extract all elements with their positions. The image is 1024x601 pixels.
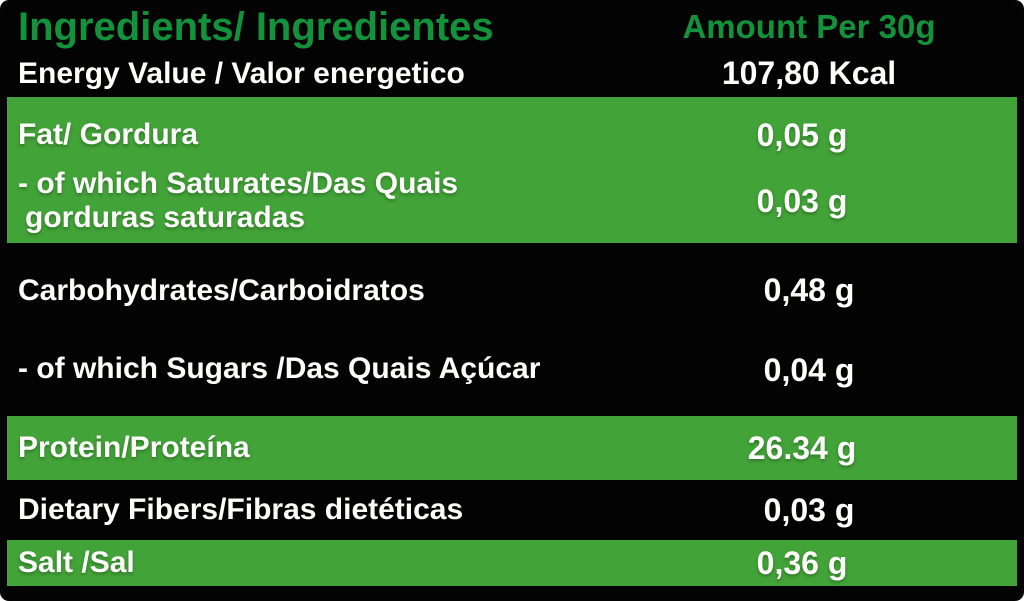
protein-band: Protein/Proteína 26.34 g: [7, 416, 1017, 480]
row-carbohydrates: Carbohydrates/Carboidratos 0,48 g: [0, 243, 1024, 338]
row-protein: Protein/Proteína 26.34 g: [7, 416, 1017, 480]
energy-value: 107,80 Kcal: [721, 55, 897, 91]
row-salt: Salt /Sal 0,36 g: [7, 540, 1017, 586]
carbohydrates-value: 0,48 g: [763, 272, 855, 308]
row-saturates: - of which Saturates/Das Quais gorduras …: [7, 159, 1017, 243]
salt-value: 0,36 g: [756, 544, 848, 581]
sugars-value: 0,04 g: [763, 352, 855, 388]
fibers-label: Dietary Fibers/Fibras dietéticas: [18, 493, 464, 526]
fibers-value: 0,03 g: [763, 491, 855, 528]
sugars-label: - of which Sugars /Das Quais Açúcar: [18, 352, 541, 385]
fat-band: Fat/ Gordura 0,05 g - of which Saturates…: [7, 97, 1017, 243]
saturates-label-line1: - of which Saturates/Das Quais: [18, 167, 459, 200]
protein-value: 26.34 g: [747, 429, 857, 466]
salt-label: Salt /Sal: [18, 546, 135, 579]
energy-label: Energy Value / Valor energetico: [18, 56, 465, 90]
saturates-label-line2: gorduras saturadas: [25, 201, 306, 234]
fat-value: 0,05 g: [756, 116, 848, 153]
amount-per-title: Amount Per 30g: [682, 8, 936, 45]
header-row: Ingredients/ Ingredientes Amount Per 30g: [0, 0, 1024, 50]
saturates-label: - of which Saturates/Das Quais gorduras …: [7, 167, 587, 235]
carbohydrates-label: Carbohydrates/Carboidratos: [18, 273, 425, 307]
protein-label: Protein/Proteína: [18, 431, 250, 464]
saturates-value: 0,03 g: [756, 182, 848, 219]
row-sugars: - of which Sugars /Das Quais Açúcar 0,04…: [0, 338, 1024, 416]
row-energy: Energy Value / Valor energetico 107,80 K…: [0, 50, 1024, 97]
row-fibers: Dietary Fibers/Fibras dietéticas 0,03 g: [0, 480, 1024, 540]
fat-label: Fat/ Gordura: [18, 118, 199, 151]
ingredients-title: Ingredients/ Ingredientes: [18, 4, 494, 49]
salt-band: Salt /Sal 0,36 g: [7, 540, 1017, 586]
row-fat: Fat/ Gordura 0,05 g: [7, 97, 1017, 159]
